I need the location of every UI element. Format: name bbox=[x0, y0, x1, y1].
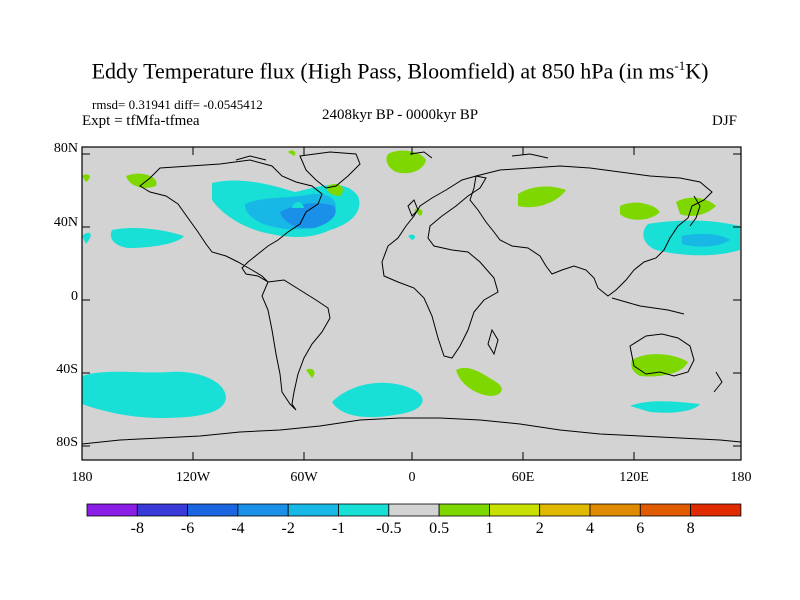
x-tick-120e: 120E bbox=[619, 470, 649, 485]
colorbar-label-11: 8 bbox=[686, 520, 695, 537]
colorbar-label-5: -0.5 bbox=[376, 520, 402, 537]
colorbar-box-0 bbox=[86, 503, 138, 517]
coast-europe-africa bbox=[381, 175, 499, 359]
cyan-region-southern-indian bbox=[630, 401, 700, 413]
coast-arctic-islands bbox=[235, 151, 549, 161]
coast-japan bbox=[689, 195, 701, 227]
green-region-northeast-asia bbox=[676, 197, 716, 216]
title-unit-end: K) bbox=[685, 58, 709, 84]
colorbar-label-8: 2 bbox=[535, 520, 544, 537]
colorbar-label-7: 1 bbox=[485, 520, 494, 537]
colorbar-box-12 bbox=[690, 503, 742, 517]
blue-region-north-pacific-west bbox=[682, 233, 730, 247]
cyan-region-arctic-canada bbox=[292, 202, 304, 208]
colorbar-box-9 bbox=[539, 503, 591, 517]
x-tick-120w: 120W bbox=[175, 470, 211, 485]
x-tick-60e: 60E bbox=[511, 470, 535, 485]
coast-antarctica bbox=[81, 417, 742, 445]
cyan-region-southern-atlantic bbox=[332, 382, 423, 418]
colorbar-label-10: 6 bbox=[636, 520, 645, 537]
colorbar-label-1: -6 bbox=[180, 520, 195, 537]
coast-australia bbox=[629, 333, 695, 377]
stats-line: rmsd= 0.31941 diff= -0.0545412 bbox=[92, 97, 263, 112]
green-region-south-atlantic bbox=[456, 367, 502, 396]
y-tick-40s: 40S bbox=[56, 362, 78, 377]
green-region-canada bbox=[126, 173, 157, 188]
colorbar-box-11 bbox=[639, 503, 691, 517]
coast-south-america bbox=[261, 279, 331, 411]
x-tick-0: 0 bbox=[408, 470, 416, 485]
y-tick-40n: 40N bbox=[53, 215, 78, 230]
y-tick-80s: 80S bbox=[56, 435, 78, 450]
season-label: DJF bbox=[712, 113, 738, 129]
experiment-label: Expt = tfMfa-tfmea bbox=[82, 113, 200, 129]
colorbar-label-4: -1 bbox=[331, 520, 346, 537]
chart-title: Eddy Temperature flux (High Pass, Bloomf… bbox=[0, 58, 800, 84]
cyan-small-patch-europe bbox=[408, 234, 415, 240]
green-region-north-pacific-east bbox=[82, 174, 90, 182]
coast-new-zealand bbox=[713, 371, 723, 393]
strong-blue-region-atlantic bbox=[280, 203, 336, 229]
colorbar-box-1 bbox=[136, 503, 189, 517]
title-main: Eddy Temperature flux (High Pass, Bloomf… bbox=[91, 58, 675, 84]
colorbar-box-7 bbox=[438, 503, 490, 517]
green-region-europe bbox=[414, 208, 423, 216]
colorbar-label-9: 4 bbox=[586, 520, 594, 537]
coast-madagascar bbox=[487, 328, 499, 356]
colorbar-box-4 bbox=[287, 503, 339, 517]
colorbar-box-5 bbox=[338, 503, 390, 517]
green-region-greenland bbox=[288, 150, 296, 156]
cyan-region-pacific-north bbox=[82, 228, 184, 248]
coast-north-america bbox=[139, 159, 323, 283]
x-tick-180w: 180 bbox=[71, 470, 93, 485]
colorbar-box-10 bbox=[589, 503, 641, 517]
anomaly-fields bbox=[82, 150, 740, 418]
colorbar-box-8 bbox=[488, 503, 541, 517]
green-region-australia bbox=[631, 354, 688, 377]
coastlines bbox=[81, 151, 742, 445]
coast-greenland bbox=[299, 151, 361, 189]
colorbar-label-2: -4 bbox=[231, 520, 245, 537]
green-region-central-asia bbox=[620, 202, 660, 220]
colorbar-label-6: 0.5 bbox=[429, 520, 450, 537]
green-region-asia bbox=[518, 186, 566, 208]
y-tick-80n: 80N bbox=[53, 141, 78, 156]
green-region-arctic bbox=[386, 150, 426, 174]
axis-ticks bbox=[82, 147, 741, 460]
x-tick-60w: 60W bbox=[290, 470, 318, 485]
colorbar-label-0: -8 bbox=[130, 520, 144, 537]
coast-uk bbox=[407, 199, 419, 217]
period-label: 2408kyr BP - 0000kyr BP bbox=[322, 107, 479, 123]
coast-asia bbox=[469, 165, 713, 297]
coast-indonesia bbox=[611, 297, 685, 315]
green-region-south-america bbox=[306, 368, 315, 378]
colorbar-box-6 bbox=[388, 503, 440, 517]
cyan-region-southern-pacific bbox=[82, 371, 226, 418]
colorbar bbox=[86, 503, 742, 517]
colorbar-label-3: -2 bbox=[281, 520, 295, 537]
y-tick-0: 0 bbox=[71, 289, 78, 304]
x-tick-180e: 180 bbox=[730, 470, 752, 485]
colorbar-box-3 bbox=[237, 503, 289, 517]
title-exponent: -1 bbox=[674, 58, 686, 73]
colorbar-box-2 bbox=[187, 503, 239, 517]
